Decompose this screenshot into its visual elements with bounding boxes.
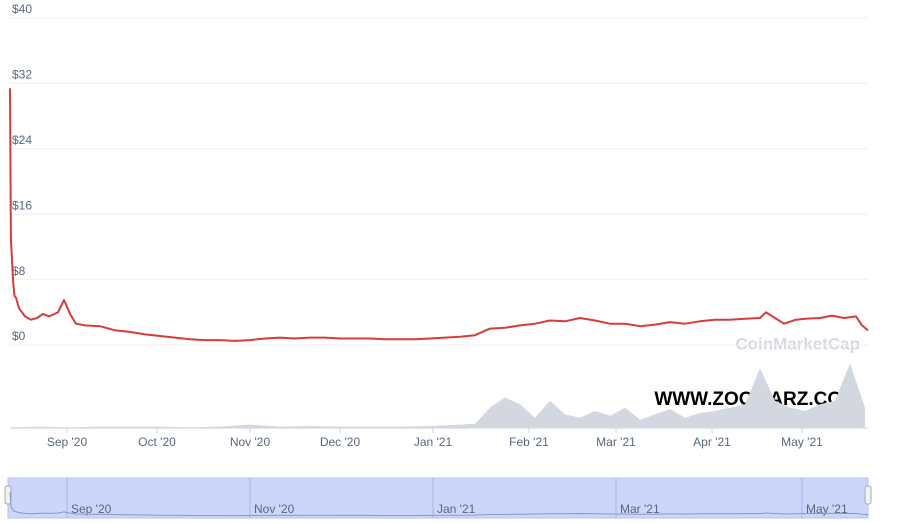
price-line — [9, 88, 869, 342]
navigator[interactable] — [7, 477, 869, 519]
navigator-label: Sep '20 — [71, 502, 112, 516]
x-tick-label: Oct '20 — [138, 435, 176, 449]
x-tick-label: Jan '21 — [414, 435, 453, 449]
navigator-label: Mar '21 — [620, 502, 660, 516]
navigator-handle[interactable] — [864, 485, 872, 505]
x-tick-label: Mar '21 — [596, 435, 636, 449]
x-tick-label: Feb '21 — [509, 435, 549, 449]
y-tick-label: $0 — [12, 329, 26, 343]
x-tick-label: May '21 — [781, 435, 823, 449]
navigator-line — [9, 492, 869, 517]
y-tick-label: $24 — [12, 133, 32, 147]
x-tick-label: Apr '21 — [693, 435, 731, 449]
volume-area — [10, 363, 865, 428]
watermark: CoinMarketCap — [735, 334, 860, 353]
y-tick-label: $40 — [12, 2, 32, 16]
navigator-handle[interactable] — [4, 485, 12, 505]
y-tick-label: $8 — [12, 264, 26, 278]
x-tick-label: Nov '20 — [230, 435, 271, 449]
navigator-label: May '21 — [806, 502, 848, 516]
navigator-label: Jan '21 — [437, 502, 476, 516]
navigator-label: Nov '20 — [254, 502, 295, 516]
x-tick-label: Sep '20 — [47, 435, 88, 449]
y-tick-label: $32 — [12, 68, 32, 82]
y-tick-label: $16 — [12, 198, 32, 212]
x-tick-label: Dec '20 — [320, 435, 361, 449]
